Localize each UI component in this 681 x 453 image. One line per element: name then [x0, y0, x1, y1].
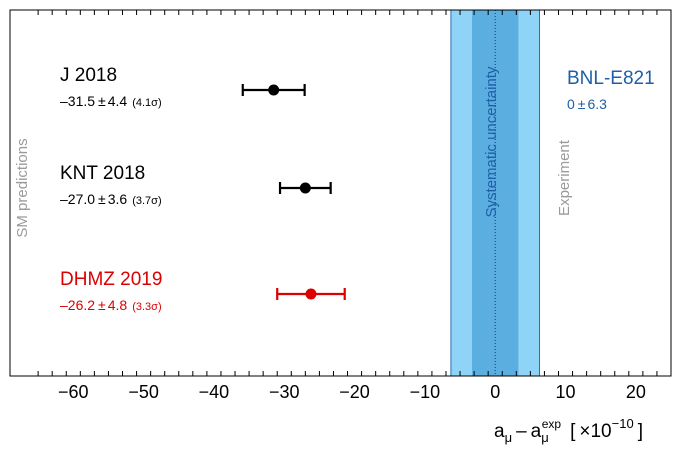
x-tick-label: −10: [410, 382, 441, 402]
x-axis-label: aμ – aμexp[×10−10]: [494, 416, 643, 445]
x-label-close: ]: [638, 421, 643, 442]
prediction-value: –31.5 ±4.4 (4.1σ): [60, 93, 162, 109]
plot-frame: [9, 9, 672, 377]
prediction-value-sigma: (3.3σ): [132, 301, 161, 313]
x-label-a1: a: [494, 421, 505, 442]
prediction-value-central: –31.5: [60, 93, 95, 109]
x-label-times: ×: [579, 421, 590, 442]
x-label-tenexp: −10: [612, 416, 634, 431]
axis-ticks: [37, 10, 672, 376]
x-label-mu1: μ: [505, 430, 513, 445]
prediction-name: DHMZ 2019: [60, 269, 162, 290]
prediction-0: J 2018 –31.5 ±4.4 (4.1σ): [60, 65, 306, 109]
x-label-a2: a: [531, 421, 542, 442]
prediction-value-central: –26.2: [60, 297, 95, 313]
prediction-1: KNT 2018 –27.0 ±3.6 (3.7σ): [60, 163, 332, 207]
prediction-value-sigma: (3.7σ): [132, 195, 161, 207]
x-label-ten: 10: [590, 421, 611, 442]
x-tick-label: −40: [199, 382, 230, 402]
prediction-value-error: 4.4: [108, 93, 128, 109]
experiment-side-label: Experiment: [556, 139, 573, 216]
x-tick-labels: −60 −50 −40 −30 −20 −10 0 10 20: [58, 382, 646, 402]
x-tick-label: 0: [490, 382, 500, 402]
x-tick-label: 20: [626, 382, 646, 402]
data-point: [268, 84, 280, 96]
x-tick-label: −20: [339, 382, 370, 402]
data-point: [305, 288, 317, 300]
x-label-mu2: μ: [541, 430, 549, 445]
predictions-group: J 2018–31.5 ±4.4 (4.1σ)KNT 2018–27.0 ±3.6 (3…: [60, 65, 346, 313]
prediction-value-pm: ±: [98, 93, 106, 109]
systematic-uncertainty-label: Systematic uncertainty: [483, 66, 500, 217]
prediction-value-pm: ±: [98, 297, 106, 313]
y-axis-label: SM predictions: [14, 138, 31, 237]
experiment-value-central: 0: [567, 96, 575, 112]
experiment-value-error: 6.3: [587, 96, 607, 112]
x-label-minus: –: [516, 421, 527, 442]
prediction-value-sigma: (4.1σ): [132, 97, 161, 109]
data-point: [299, 182, 311, 194]
prediction-value-central: –27.0: [60, 191, 95, 207]
x-tick-label: −50: [128, 382, 159, 402]
x-tick-label: −30: [269, 382, 300, 402]
x-label-exp: exp: [542, 417, 562, 431]
prediction-value: –27.0 ±3.6 (3.7σ): [60, 191, 162, 207]
prediction-value-pm: ±: [98, 191, 106, 207]
x-tick-label: 10: [556, 382, 576, 402]
experiment-name: BNL-E821: [567, 68, 655, 89]
prediction-value-error: 4.8: [108, 297, 128, 313]
experiment-value-pm: ±: [578, 96, 586, 112]
prediction-value-error: 3.6: [108, 191, 128, 207]
x-tick-label: −60: [58, 382, 89, 402]
experiment-value: 0 ±6.3: [567, 96, 607, 112]
x-label-open: [: [570, 421, 576, 442]
prediction-2: DHMZ 2019 –26.2 ±4.8 (3.3σ): [60, 269, 346, 313]
prediction-value: –26.2 ±4.8 (3.3σ): [60, 297, 162, 313]
prediction-name: J 2018: [60, 65, 117, 86]
prediction-name: KNT 2018: [60, 163, 145, 184]
